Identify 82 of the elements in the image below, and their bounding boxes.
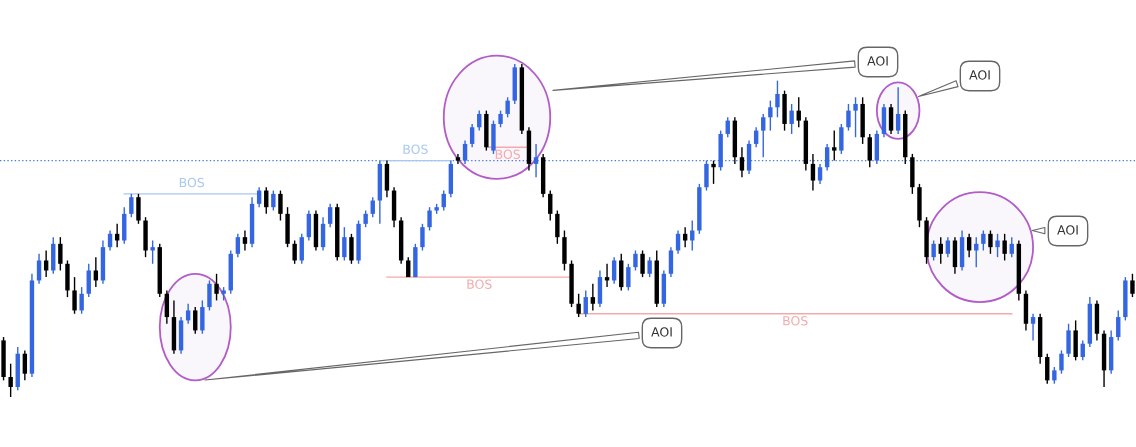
candlestick bbox=[626, 263, 631, 292]
candlestick bbox=[58, 236, 63, 272]
candlestick bbox=[271, 189, 276, 212]
candlestick bbox=[995, 233, 1000, 258]
candlestick bbox=[775, 79, 780, 118]
candlestick bbox=[214, 273, 219, 302]
annotation: AOI bbox=[651, 327, 672, 337]
candlestick bbox=[832, 129, 837, 162]
candlestick bbox=[185, 303, 191, 325]
candlestick bbox=[548, 189, 553, 222]
candlestick bbox=[867, 133, 872, 168]
candlestick bbox=[22, 349, 28, 382]
candlestick bbox=[704, 159, 709, 192]
candlestick bbox=[555, 209, 560, 245]
candlestick bbox=[136, 193, 141, 225]
series-label: BOS bbox=[467, 279, 492, 289]
candlestick bbox=[43, 249, 49, 278]
candlestick bbox=[278, 189, 283, 222]
candlestick bbox=[129, 193, 134, 218]
candlestick bbox=[235, 233, 241, 258]
candlestick bbox=[86, 263, 91, 298]
annotation: AOI bbox=[1057, 225, 1078, 235]
candlestick bbox=[72, 276, 77, 315]
candlestick bbox=[853, 96, 858, 138]
candlestick bbox=[349, 233, 354, 265]
series-label: BOS bbox=[179, 177, 205, 188]
candlestick bbox=[640, 249, 645, 278]
candlestick bbox=[945, 236, 951, 258]
candlestick bbox=[505, 96, 510, 118]
candlestick bbox=[533, 143, 539, 178]
candlestick bbox=[761, 113, 766, 158]
candlestick bbox=[590, 283, 596, 312]
candlestick bbox=[150, 239, 155, 265]
candlestick bbox=[1002, 233, 1007, 262]
candlestick bbox=[200, 299, 205, 335]
annotation: AOI bbox=[867, 56, 888, 66]
candlestick bbox=[1009, 236, 1014, 258]
candlestick bbox=[79, 286, 84, 315]
candlestick bbox=[1116, 309, 1121, 342]
candlestick bbox=[824, 143, 830, 172]
candlestick bbox=[1030, 313, 1036, 342]
candlestick bbox=[888, 103, 894, 135]
candlestick bbox=[93, 256, 99, 288]
candlestick bbox=[36, 253, 42, 285]
series-label: BOS bbox=[403, 144, 428, 154]
candlestick bbox=[739, 146, 745, 178]
candlestick bbox=[647, 256, 652, 278]
candlestick bbox=[611, 256, 617, 285]
candlestick bbox=[817, 163, 823, 185]
candlestick bbox=[469, 123, 475, 148]
candlestick bbox=[462, 139, 468, 165]
candlestick bbox=[576, 293, 581, 318]
candlestick bbox=[711, 159, 716, 185]
candlestick bbox=[342, 226, 347, 262]
candlestick bbox=[789, 103, 794, 135]
candlestick bbox=[981, 229, 986, 252]
candlestick bbox=[768, 99, 773, 132]
candlestick bbox=[242, 229, 248, 252]
candlestick bbox=[1066, 323, 1071, 358]
annotation: AOI bbox=[969, 70, 990, 80]
candlestick bbox=[583, 289, 588, 318]
series-label: BOS bbox=[495, 149, 521, 160]
candlestick bbox=[8, 363, 13, 398]
candlestick bbox=[1059, 349, 1064, 375]
candlestick bbox=[427, 206, 432, 232]
candlestick bbox=[810, 153, 816, 192]
series-label: BOS bbox=[783, 316, 808, 326]
candlestick bbox=[846, 103, 851, 132]
candlestick bbox=[796, 96, 801, 128]
candlestick bbox=[668, 246, 674, 278]
candlestick bbox=[839, 123, 844, 155]
candlestick bbox=[420, 223, 425, 252]
candlestick bbox=[931, 239, 936, 262]
candlestick bbox=[193, 306, 198, 335]
candlestick bbox=[633, 249, 638, 272]
candlestick bbox=[327, 203, 333, 228]
candlestick bbox=[292, 239, 297, 265]
candlestick bbox=[938, 236, 943, 265]
candlestick bbox=[1130, 273, 1135, 298]
candlestick bbox=[895, 86, 901, 135]
candlestick bbox=[207, 279, 212, 312]
candlestick bbox=[988, 229, 993, 255]
